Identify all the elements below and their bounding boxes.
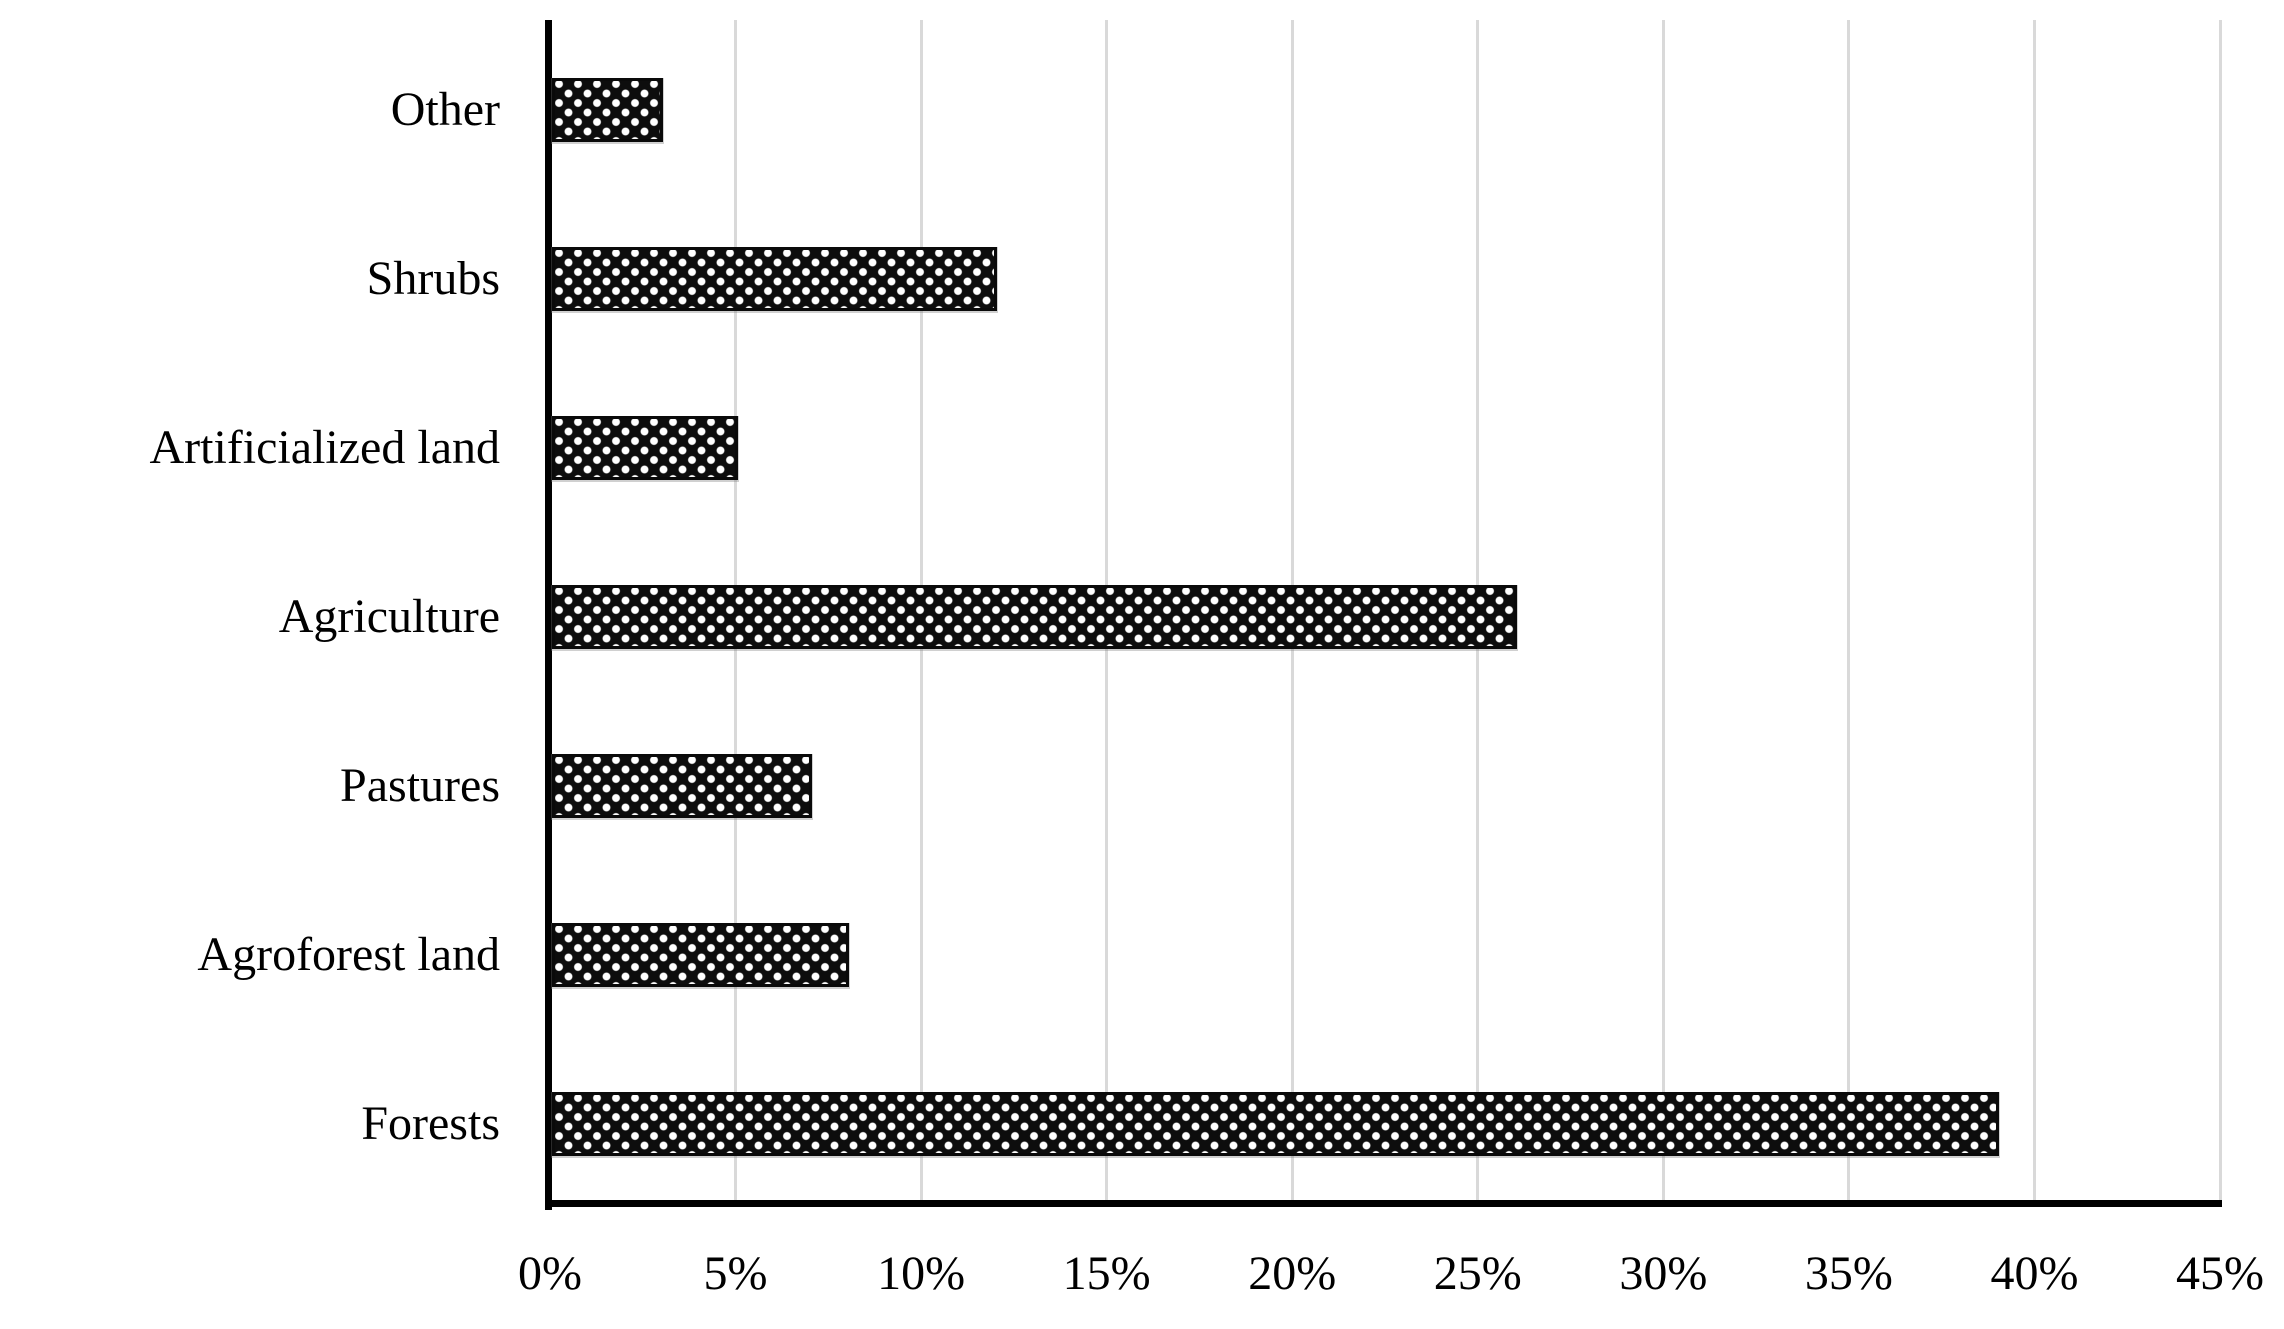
bar-agroforest-land xyxy=(552,922,849,987)
category-label: Forests xyxy=(361,1096,500,1150)
x-tick-label: 25% xyxy=(1433,1247,1522,1300)
bar-forests xyxy=(552,1091,2000,1156)
bar-pastures xyxy=(552,753,812,818)
bar-shrubs xyxy=(552,246,998,311)
x-tick-label: 0% xyxy=(518,1247,582,1300)
x-tick-label: 30% xyxy=(1619,1247,1708,1300)
y-axis-line xyxy=(545,20,552,1210)
category-label: Agriculture xyxy=(278,589,500,643)
bar-artificialized-land xyxy=(552,415,738,480)
category-label: Other xyxy=(390,82,500,136)
x-tick-label: 40% xyxy=(1990,1247,2079,1300)
gridline xyxy=(2032,20,2036,1203)
bar-other xyxy=(552,77,664,142)
x-tick-label: 15% xyxy=(1062,1247,1151,1300)
gridline xyxy=(1661,20,1665,1203)
x-tick-label: 20% xyxy=(1248,1247,1337,1300)
x-tick-label: 10% xyxy=(877,1247,966,1300)
bar-agriculture xyxy=(552,584,1517,649)
gridline xyxy=(2218,20,2222,1203)
category-label: Artificialized land xyxy=(149,420,500,474)
x-tick-label: 35% xyxy=(1804,1247,1893,1300)
category-label: Agroforest land xyxy=(197,927,500,981)
gridline xyxy=(1847,20,1851,1203)
x-axis-line xyxy=(545,1200,2222,1207)
x-tick-label: 5% xyxy=(703,1247,768,1300)
category-label: Shrubs xyxy=(366,251,500,305)
x-tick-label: 45% xyxy=(2176,1247,2264,1300)
category-label: Pastures xyxy=(340,758,500,812)
